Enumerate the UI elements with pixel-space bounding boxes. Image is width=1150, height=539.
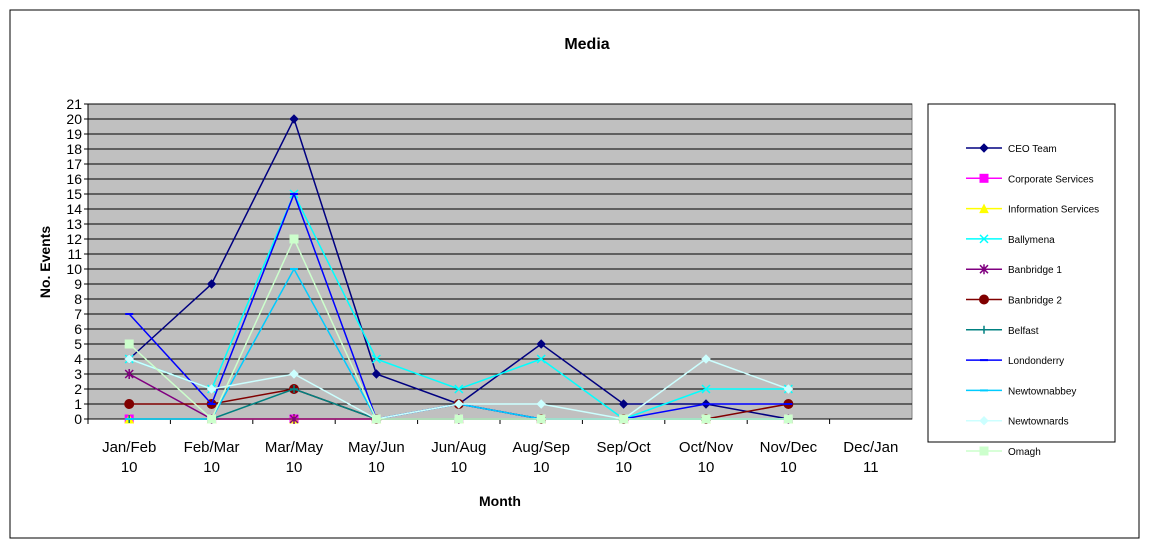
marker — [124, 354, 134, 364]
y-tick-label: 10 — [66, 261, 82, 277]
legend-label: Newtownards — [1008, 417, 1069, 428]
marker — [536, 354, 546, 364]
y-tick-label: 15 — [66, 186, 82, 202]
y-tick-label: 13 — [66, 216, 82, 232]
y-tick-label: 5 — [74, 336, 82, 352]
marker — [206, 384, 217, 394]
marker — [454, 384, 464, 394]
legend-label: Banbridge 2 — [1008, 296, 1062, 307]
y-tick-label: 14 — [66, 201, 82, 217]
legend-box — [927, 103, 1116, 443]
marker — [290, 385, 298, 393]
marker — [206, 279, 217, 289]
marker — [454, 399, 464, 409]
y-tick-label: 1 — [74, 396, 82, 412]
legend-label: Omagh — [1008, 447, 1041, 458]
x-tick-label: Sep/Oct 10 — [596, 439, 651, 476]
x-tick-label: May/Jun 10 — [348, 439, 405, 476]
legend-label: Information Services — [1008, 205, 1099, 216]
x-tick-label: Jun/Aug 10 — [431, 439, 486, 476]
x-tick-label: Oct/Nov 10 — [679, 439, 734, 476]
marker — [124, 339, 134, 349]
y-tick-label: 21 — [66, 96, 82, 112]
y-tick-label: 2 — [74, 381, 82, 397]
marker — [979, 173, 989, 183]
marker — [980, 325, 988, 334]
plot-area — [87, 103, 913, 420]
y-tick-label: 7 — [74, 306, 82, 322]
y-tick-label: 16 — [66, 171, 82, 187]
x-tick-label: Aug/Sep 10 — [512, 439, 570, 476]
marker — [536, 339, 546, 349]
y-tick-label: 3 — [74, 366, 82, 382]
legend-label: Ballymena — [1008, 235, 1055, 246]
x-axis-label: Month — [479, 493, 521, 509]
marker — [124, 399, 135, 409]
marker — [701, 414, 711, 424]
marker — [783, 414, 793, 424]
marker — [289, 234, 299, 244]
marker — [124, 369, 134, 379]
legend-label: CEO Team — [1008, 144, 1057, 155]
legend-label: Londonderry — [1008, 356, 1064, 367]
chart-title: Media — [564, 36, 609, 53]
marker — [701, 384, 711, 394]
marker — [979, 264, 989, 275]
marker — [207, 414, 217, 424]
marker — [979, 234, 989, 244]
y-tick-label: 11 — [67, 246, 82, 262]
marker — [371, 414, 381, 424]
y-tick-label: 8 — [74, 291, 82, 307]
y-tick-label: 9 — [74, 276, 82, 292]
y-axis-label: No. Events — [37, 226, 53, 299]
y-tick-label: 17 — [66, 156, 82, 172]
marker — [979, 143, 989, 153]
marker — [371, 369, 382, 379]
marker — [536, 414, 546, 424]
marker — [979, 294, 989, 305]
y-tick-label: 6 — [74, 321, 82, 337]
x-tick-label: Mar/May 10 — [265, 439, 324, 476]
marker — [618, 399, 629, 409]
marker — [536, 399, 546, 409]
marker — [979, 446, 989, 456]
y-tick-label: 20 — [66, 111, 82, 127]
y-tick-label: 12 — [66, 231, 82, 247]
marker — [979, 415, 989, 426]
marker — [371, 354, 381, 364]
x-tick-label: Jan/Feb 10 — [102, 439, 156, 476]
marker — [289, 114, 299, 124]
marker — [289, 369, 299, 379]
legend-label: Newtownabbey — [1008, 386, 1076, 397]
x-tick-label: Dec/Jan 11 — [843, 439, 898, 476]
y-tick-label: 19 — [66, 126, 82, 142]
x-tick-label: Nov/Dec 10 — [760, 439, 818, 476]
y-tick-label: 0 — [74, 411, 82, 427]
marker — [979, 203, 989, 214]
marker — [619, 414, 629, 424]
legend-label: Corporate Services — [1008, 174, 1094, 185]
marker — [289, 414, 299, 424]
marker — [701, 354, 711, 364]
x-tick-label: Feb/Mar 10 — [184, 439, 240, 476]
legend-label: Banbridge 1 — [1008, 265, 1062, 276]
marker — [783, 384, 794, 394]
marker — [454, 414, 464, 424]
legend-label: Belfast — [1008, 326, 1039, 337]
y-tick-label: 18 — [66, 141, 82, 157]
y-tick-label: 4 — [74, 351, 82, 367]
